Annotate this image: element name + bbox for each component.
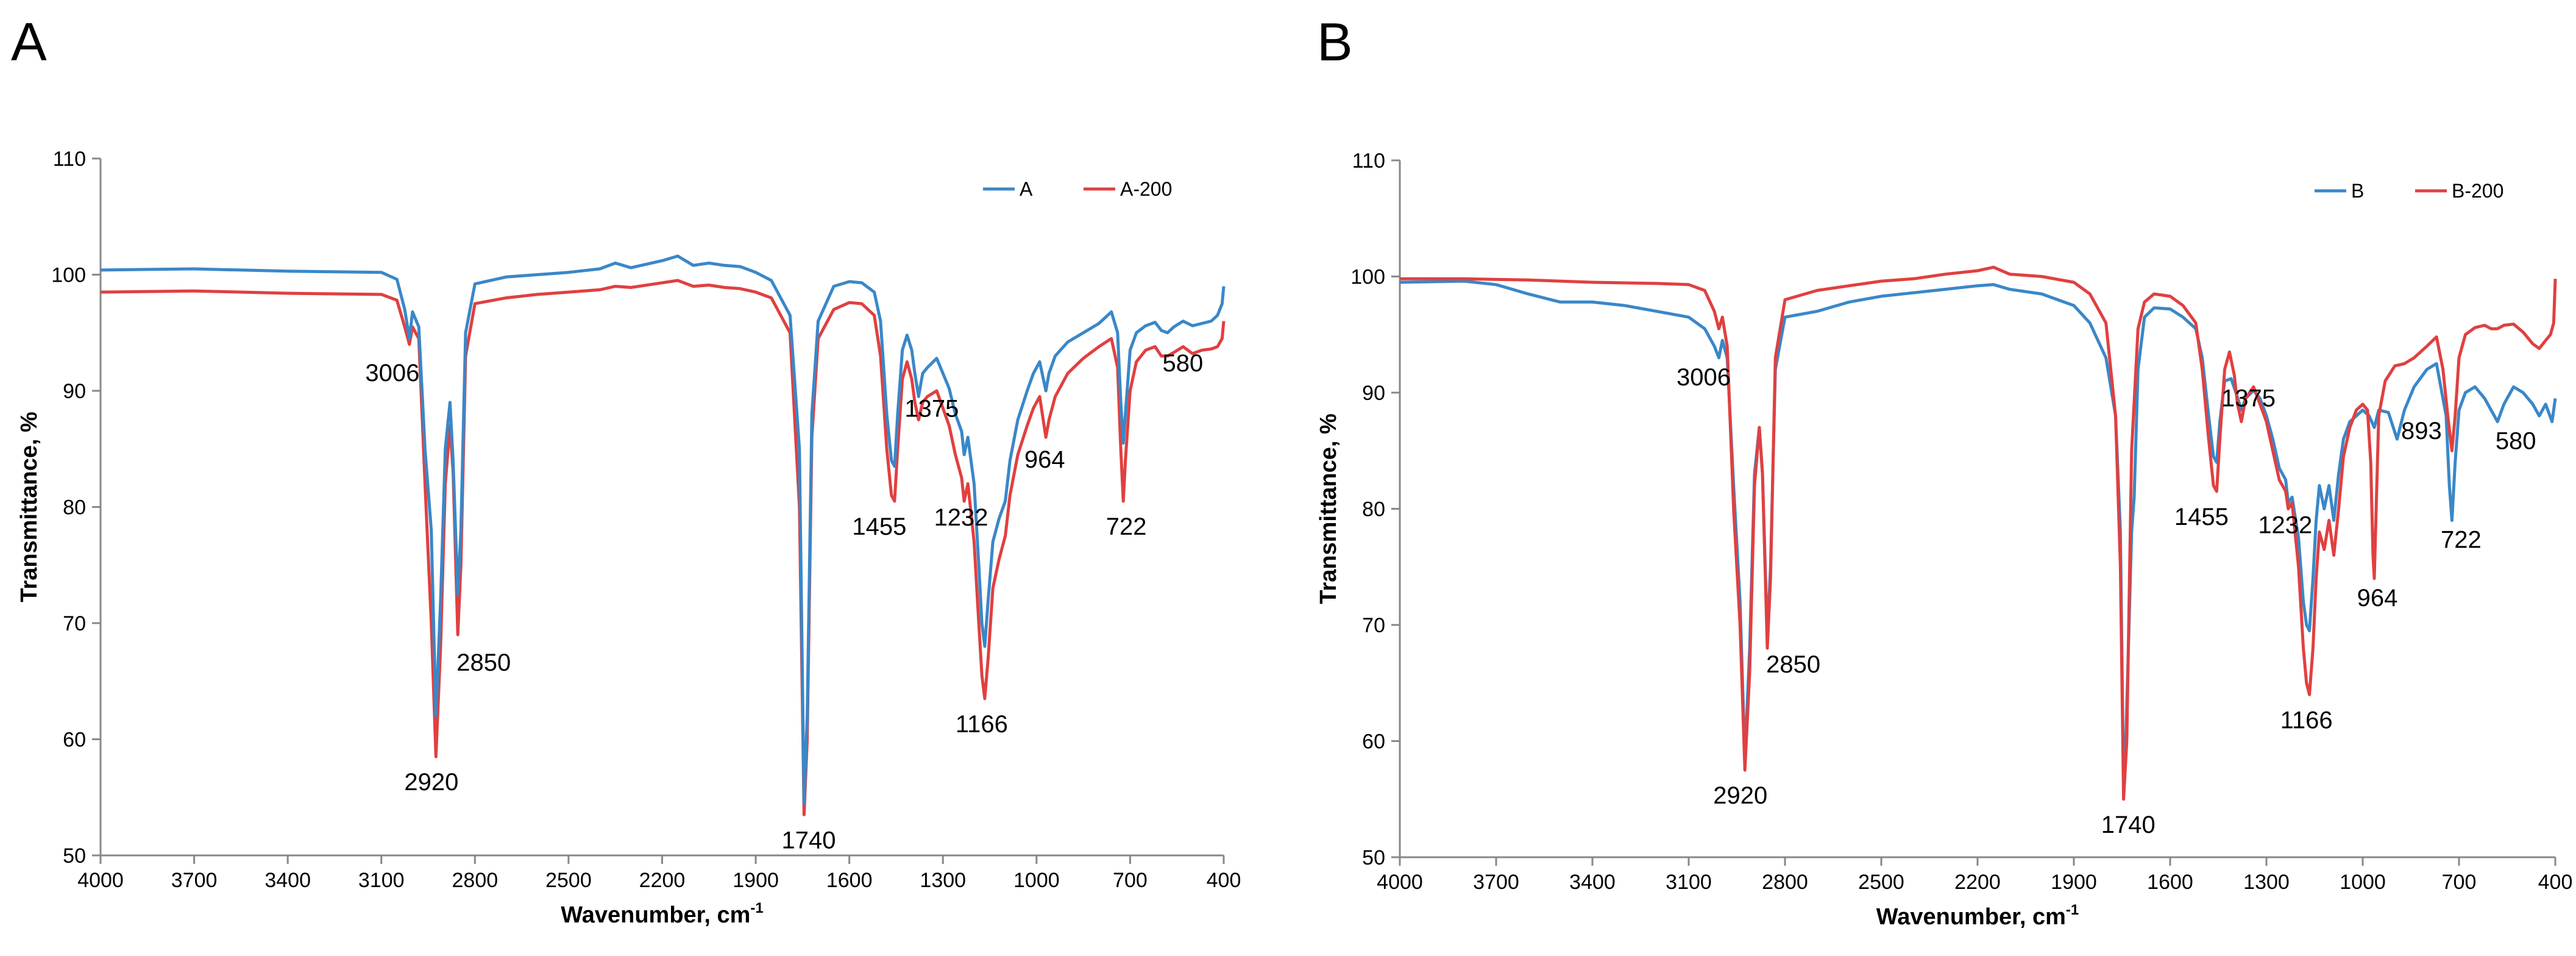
peak-label: 1166 <box>2280 707 2333 733</box>
y-tick-label: 60 <box>63 729 86 752</box>
series-line-b <box>1399 279 2557 790</box>
y-tick-label: 80 <box>63 496 86 519</box>
legend-label: A-200 <box>1120 178 1172 200</box>
x-tick-label: 1300 <box>920 869 966 892</box>
peak-label: 1375 <box>904 396 959 423</box>
x-tick-label: 3400 <box>1569 871 1616 894</box>
y-tick-label: 70 <box>63 612 86 635</box>
x-tick-label: 2200 <box>1954 871 2001 894</box>
x-axis-title: Wavenumber, cm-1 <box>1876 902 2079 930</box>
peak-label: 1740 <box>782 827 836 854</box>
y-tick-label: 60 <box>1362 730 1385 754</box>
x-tick-label: 400 <box>1207 869 1241 892</box>
x-tick-label: 1000 <box>1013 869 1060 892</box>
y-tick-label: 50 <box>1362 846 1385 869</box>
axes: 50 60 70 80 90 100 110 4000 3700 3400 3100 2800 2500… <box>1350 149 2572 894</box>
peak-label: 722 <box>1106 513 1147 540</box>
peak-label: 722 <box>2441 527 2482 554</box>
y-tick-label: 50 <box>63 844 86 868</box>
x-tick-label: 2500 <box>545 869 592 892</box>
peak-label: 2920 <box>1713 782 1767 809</box>
y-tick-label: 90 <box>63 380 86 403</box>
series-line-a-200 <box>100 279 1226 816</box>
y-tick-label: 100 <box>1350 266 1385 289</box>
x-tick-label: 4000 <box>77 869 124 892</box>
ftir-chart: 50 60 70 80 90 100 110 4000 3700 3400 3100 2800 2500… <box>1316 149 2572 930</box>
peak-label: 964 <box>2357 585 2398 612</box>
peak-label: 3006 <box>365 360 419 387</box>
x-tick-label: 2800 <box>452 869 499 892</box>
panel-label: A <box>11 12 47 72</box>
panel-label: B <box>1317 12 1353 72</box>
legend-label: B <box>2351 180 2364 202</box>
x-tick-label: 400 <box>2538 871 2573 894</box>
y-tick-label: 110 <box>1352 149 1385 173</box>
peak-label: 1375 <box>2221 385 2276 412</box>
x-axis-title: Wavenumber, cm-1 <box>561 900 764 928</box>
peak-label: 1455 <box>2174 504 2229 530</box>
x-tick-label: 1600 <box>826 869 873 892</box>
x-tick-label: 1300 <box>2243 871 2290 894</box>
x-tick-label: 1900 <box>2051 871 2097 894</box>
legend-label: B-200 <box>2452 180 2503 202</box>
legend: B B-200 <box>2315 180 2503 202</box>
x-tick-label: 3100 <box>358 869 405 892</box>
peak-label: 2850 <box>456 649 511 676</box>
series-line-a <box>100 254 1226 805</box>
peak-label: 2920 <box>404 769 458 796</box>
chart-panel-b: B 50 60 70 80 90 100 110 4000 3700 3400 3100 2800 25… <box>1288 0 2576 956</box>
x-tick-label: 2800 <box>1762 871 1808 894</box>
peak-label: 580 <box>1162 350 1203 377</box>
peak-label: 580 <box>2496 428 2536 455</box>
peak-label: 893 <box>2401 418 2442 444</box>
x-tick-label: 3400 <box>264 869 311 892</box>
peak-label: 1166 <box>956 711 1008 738</box>
ftir-chart: 50 60 70 80 90 100 110 4000 3700 3400 3100 2800 2500… <box>16 148 1241 928</box>
x-tick-label: 1600 <box>2147 871 2193 894</box>
peak-label: 1740 <box>2101 812 2156 838</box>
y-tick-label: 70 <box>1362 614 1385 637</box>
x-tick-label: 1000 <box>2340 871 2386 894</box>
y-tick-label: 100 <box>51 264 86 287</box>
x-tick-label: 3700 <box>171 869 218 892</box>
x-tick-label: 3700 <box>1473 871 1519 894</box>
x-tick-label: 2500 <box>1858 871 1904 894</box>
peak-label: 1455 <box>852 513 906 540</box>
axes: 50 60 70 80 90 100 110 4000 3700 3400 3100 2800 2500… <box>51 148 1241 892</box>
x-tick-label: 2200 <box>639 869 686 892</box>
x-tick-label: 700 <box>2442 871 2477 894</box>
legend: A A-200 <box>983 178 1172 200</box>
y-tick-label: 90 <box>1362 382 1385 405</box>
y-tick-label: 110 <box>53 148 86 171</box>
x-tick-label: 700 <box>1113 869 1148 892</box>
x-tick-label: 3100 <box>1666 871 1712 894</box>
y-axis-title: Transmittance, % <box>1316 413 1341 604</box>
peak-label: 3006 <box>1677 364 1731 391</box>
x-tick-label: 1900 <box>733 869 779 892</box>
peak-label: 1232 <box>2258 512 2312 539</box>
series-line-b-200 <box>1400 265 2557 801</box>
peak-label: 2850 <box>1766 651 1820 678</box>
chart-panel-a: A 50 60 70 80 90 100 110 4000 3700 3400 3100 2800 25… <box>11 12 1241 928</box>
peak-label: 964 <box>1024 446 1065 473</box>
peak-label: 1232 <box>934 504 988 531</box>
y-axis-title: Transmittance, % <box>16 412 42 602</box>
legend-label: A <box>1020 178 1033 200</box>
x-tick-label: 4000 <box>1377 871 1423 894</box>
y-tick-label: 80 <box>1362 498 1385 521</box>
